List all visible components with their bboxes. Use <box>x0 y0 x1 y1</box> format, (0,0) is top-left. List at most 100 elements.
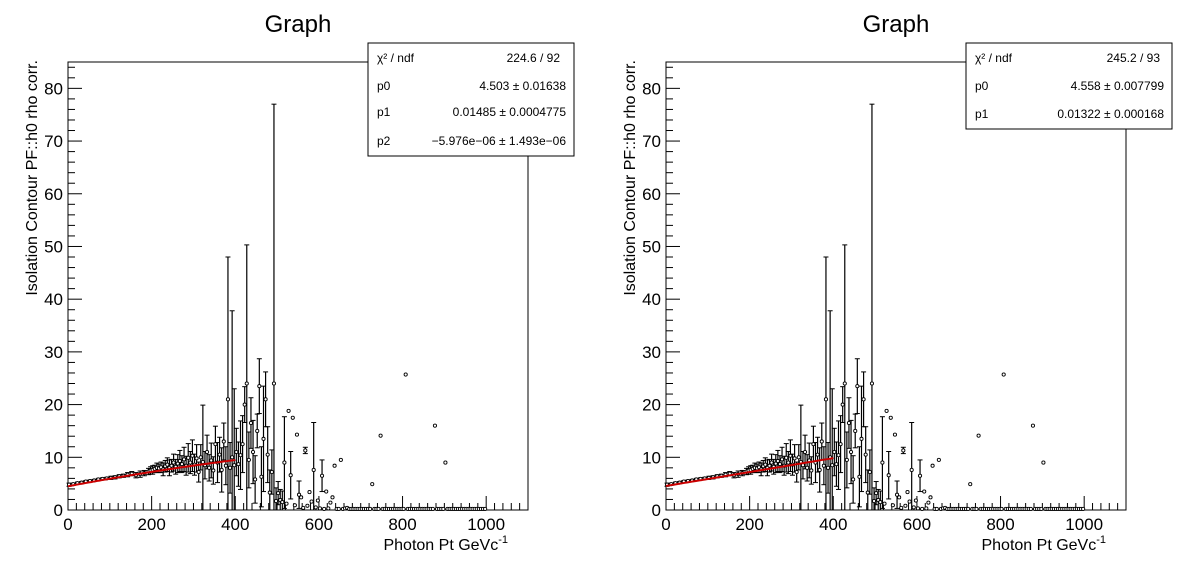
data-point <box>857 474 862 479</box>
data-point <box>276 491 281 496</box>
data-point <box>976 433 981 438</box>
data-point <box>892 432 898 437</box>
data-point <box>924 506 929 511</box>
data-point <box>253 477 258 482</box>
data-point <box>171 460 176 465</box>
data-point <box>905 490 910 495</box>
data-point <box>838 442 843 447</box>
data-point <box>403 372 408 377</box>
data-point <box>483 506 488 511</box>
data-point <box>432 423 438 428</box>
stat-chi2-label: χ² / ndf <box>377 51 415 65</box>
data-point <box>230 455 235 460</box>
data-point <box>821 463 826 468</box>
data-point <box>313 505 318 510</box>
data-point <box>974 506 979 511</box>
data-point <box>823 397 829 402</box>
stat-p0-label: p0 <box>377 79 391 93</box>
data-point <box>846 420 852 426</box>
stat-p0-value: 4.558 ± 0.007799 <box>1071 79 1165 93</box>
data-point <box>853 428 858 433</box>
x-axis-label: Photon Pt GeVc-1 <box>981 534 1106 554</box>
y-tick-label: 40 <box>44 290 63 309</box>
right-panel: Graph 0 200 400 600 800 1000 0 10 20 30 40 50 60 70 80… <box>622 11 1173 554</box>
data-point <box>259 474 264 479</box>
data-point <box>869 381 875 386</box>
y-axis-label: Isolation Contour PF::h0 rho corr. <box>622 60 639 296</box>
fit-curve <box>665 457 834 487</box>
data-point <box>968 482 973 487</box>
stat-p0-value: 4.503 ± 0.01638 <box>479 79 566 93</box>
data-point <box>317 506 323 511</box>
data-point <box>227 465 233 470</box>
data-point <box>292 503 297 508</box>
data-point <box>294 432 300 437</box>
data-point <box>248 420 254 426</box>
data-point <box>815 452 820 457</box>
data-point <box>777 462 783 467</box>
data-point <box>401 506 406 511</box>
data-point <box>234 449 239 455</box>
data-point <box>1041 460 1046 465</box>
data-point <box>376 506 381 511</box>
data-point <box>257 384 262 389</box>
stat-chi2-value: 245.2 / 93 <box>1107 51 1161 65</box>
data-point <box>378 433 383 438</box>
data-point <box>179 462 185 467</box>
data-point <box>769 460 774 465</box>
stat-p0-label: p0 <box>975 79 989 93</box>
data-point <box>263 397 268 402</box>
data-point <box>319 473 325 478</box>
data-point <box>880 460 885 465</box>
data-point <box>844 457 849 462</box>
data-point <box>286 408 291 413</box>
data-point <box>936 457 941 462</box>
data-point <box>1081 506 1086 511</box>
stats-box-right: χ² / ndf 245.2 / 93 p0 4.558 ± 0.007799 … <box>965 42 1173 130</box>
data-point <box>840 402 845 407</box>
data-point <box>219 467 224 472</box>
data-point <box>209 458 214 463</box>
data-point <box>836 453 841 458</box>
data-point <box>305 503 310 508</box>
data-point <box>909 467 914 472</box>
data-point <box>817 467 822 472</box>
x-tick-label: 200 <box>137 515 165 534</box>
data-point <box>328 500 333 505</box>
data-point <box>915 506 921 511</box>
data-point <box>1039 506 1044 511</box>
left-panel: Graph 0 200 400 600 800 1000 0 10 20 30 40 50 60 70 80… <box>24 11 575 554</box>
x-tick-label: 400 <box>819 515 847 534</box>
data-point <box>332 463 337 468</box>
y-tick-label: 10 <box>44 448 63 467</box>
plot-area-right: 0 200 400 600 800 1000 0 10 20 30 40 50 60 70 80 <box>642 61 1127 534</box>
data-point <box>284 501 289 506</box>
data-point <box>834 462 839 467</box>
data-point <box>165 462 170 467</box>
stat-p1-label: p1 <box>975 107 989 121</box>
data-point <box>282 460 287 465</box>
data-point <box>255 428 260 433</box>
data-point <box>907 499 912 504</box>
data-point <box>819 439 824 444</box>
data-point <box>236 462 241 467</box>
y-tick-label: 70 <box>642 132 661 151</box>
data-point <box>779 457 785 462</box>
data-point <box>273 498 279 504</box>
y-tick-label: 60 <box>44 185 63 204</box>
data-point <box>903 503 908 508</box>
data-point <box>966 506 971 511</box>
y-tick-label: 10 <box>642 448 661 467</box>
data-point <box>211 468 216 473</box>
data-point <box>307 490 312 495</box>
data-point <box>441 506 446 511</box>
x-tick-label: 0 <box>661 515 670 534</box>
data-point <box>863 452 868 457</box>
data-point <box>855 384 860 389</box>
y-tick-label: 60 <box>642 185 661 204</box>
x-tick-label: 800 <box>986 515 1014 534</box>
data-point <box>842 381 847 386</box>
data-point <box>888 415 893 420</box>
data-point <box>296 492 302 497</box>
